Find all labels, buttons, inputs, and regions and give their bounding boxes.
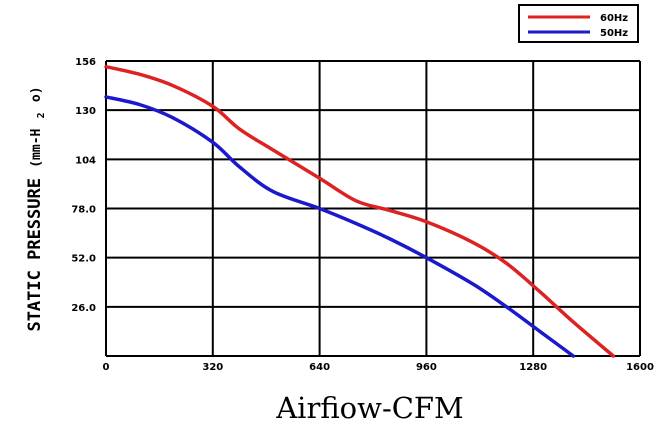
x-tick-label: 0 <box>103 362 110 373</box>
legend-label-60Hz: 60Hz <box>600 13 628 24</box>
tick-labels: 156 130 104 78.0 52.0 26.0 0 320 640 960 1280 1600 <box>71 57 654 373</box>
axis-labels: STATIC PRESSURE (mm-H 2 o) Airfiow-CFM <box>25 86 464 425</box>
x-tick-label: 1280 <box>519 362 547 373</box>
y-tick-label: 52.0 <box>71 254 96 265</box>
y-axis-label-main: STATIC PRESSURE <box>25 178 45 332</box>
y-tick-label: 26.0 <box>71 303 96 314</box>
x-tick-label: 640 <box>309 362 330 373</box>
series-layer <box>104 64 616 358</box>
legend: 60Hz 50Hz <box>518 4 639 43</box>
x-axis-label: Airfiow-CFM <box>275 391 464 425</box>
y-axis-label: STATIC PRESSURE (mm-H 2 o) <box>25 86 49 331</box>
y-tick-label: 130 <box>75 106 96 117</box>
grid <box>105 60 641 357</box>
y-tick-label: 104 <box>75 155 96 166</box>
series-line-60Hz <box>104 64 616 358</box>
x-tick-label: 320 <box>202 362 223 373</box>
x-tick-label: 1600 <box>626 362 654 373</box>
y-tick-label: 156 <box>75 57 96 68</box>
series-line-50Hz <box>104 95 575 358</box>
y-axis-label-unit-sub: 2 <box>36 112 47 118</box>
y-tick-label: 78.0 <box>71 205 96 216</box>
legend-box <box>518 4 639 43</box>
y-axis-label-unit-post: o) <box>29 86 44 102</box>
x-tick-label: 960 <box>416 362 437 373</box>
y-axis-label-unit-pre: (mm-H <box>29 129 44 168</box>
legend-label-50Hz: 50Hz <box>600 28 628 39</box>
